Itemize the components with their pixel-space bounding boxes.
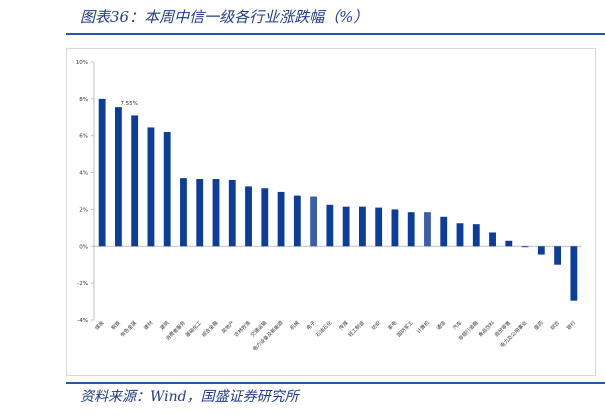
x-tick-label: 农林牧渔 bbox=[233, 319, 252, 338]
x-tick-label: 综合 bbox=[549, 319, 561, 331]
bar-25 bbox=[489, 232, 496, 247]
x-tick-label: 石油石化 bbox=[314, 319, 333, 338]
bar-4 bbox=[147, 127, 155, 247]
bar-6 bbox=[180, 178, 187, 247]
top-rule bbox=[66, 33, 605, 35]
bar-21 bbox=[424, 212, 431, 247]
x-tick-label: 电子 bbox=[305, 319, 317, 331]
data-label: 7.55% bbox=[120, 101, 137, 107]
y-tick-label: 6% bbox=[79, 134, 88, 140]
bar-9 bbox=[228, 179, 236, 247]
bar-18 bbox=[375, 207, 383, 247]
x-tick-label: 家电 bbox=[386, 319, 398, 331]
x-tick-label: 食品饮料 bbox=[477, 319, 496, 338]
x-tick-label: 综合金融 bbox=[200, 319, 219, 338]
bar-11 bbox=[261, 188, 269, 247]
y-tick-label: 0% bbox=[79, 244, 88, 250]
bar-20 bbox=[407, 212, 415, 247]
bar-28 bbox=[537, 246, 545, 255]
bar-27 bbox=[521, 246, 529, 248]
bar-26 bbox=[505, 240, 513, 247]
bar-3 bbox=[131, 115, 139, 247]
x-tick-label: 汽车 bbox=[451, 319, 463, 331]
bar-13 bbox=[293, 195, 301, 247]
x-tick-label: 机械 bbox=[289, 319, 301, 331]
bar-17 bbox=[358, 206, 366, 247]
x-tick-label: 房地产 bbox=[220, 319, 236, 335]
y-tick-label: 2% bbox=[79, 207, 88, 213]
bar-2 bbox=[114, 107, 122, 247]
bar-14 bbox=[310, 196, 318, 247]
bar-23 bbox=[456, 223, 464, 247]
x-tick-label: 银行 bbox=[565, 319, 577, 331]
bar-5 bbox=[163, 132, 171, 247]
x-tick-label: 建材 bbox=[142, 319, 154, 331]
x-tick-label: 国防军工 bbox=[396, 319, 415, 338]
y-tick-label: -4% bbox=[77, 318, 88, 324]
bar-1 bbox=[98, 98, 106, 247]
bottom-rule bbox=[66, 382, 605, 384]
bar-19 bbox=[391, 209, 399, 247]
x-tick-label: 钢铁 bbox=[110, 319, 122, 331]
x-tick-label: 纺织 bbox=[370, 319, 382, 331]
x-tick-label: 轻工制造 bbox=[347, 319, 366, 338]
x-tick-label: 煤炭 bbox=[94, 319, 106, 331]
chart-frame bbox=[66, 48, 596, 376]
bar-22 bbox=[440, 216, 448, 247]
x-tick-label: 传媒 bbox=[338, 319, 350, 331]
bar-10 bbox=[245, 186, 252, 247]
source-note: 资料来源：Wind，国盛证券研究所 bbox=[80, 389, 299, 405]
x-tick-label: 有色金属 bbox=[119, 319, 138, 338]
bar-7 bbox=[196, 179, 204, 247]
x-tick-label: 建筑 bbox=[159, 319, 171, 331]
bar-15 bbox=[326, 204, 334, 247]
x-tick-label: 计算机 bbox=[415, 319, 431, 335]
x-tick-label: 通信 bbox=[435, 319, 447, 331]
y-tick-label: 10% bbox=[76, 60, 88, 66]
x-tick-label: 基础化工 bbox=[184, 319, 203, 338]
x-tick-label: 医药 bbox=[533, 319, 545, 331]
bar-16 bbox=[342, 206, 350, 247]
bar-30 bbox=[570, 246, 578, 301]
chart-title: 图表36：本周中信一级各行业涨跌幅（%） bbox=[80, 8, 369, 26]
bar-8 bbox=[212, 179, 220, 247]
y-tick-label: 4% bbox=[79, 171, 88, 177]
bar-29 bbox=[554, 246, 562, 265]
y-tick-label: 8% bbox=[79, 97, 88, 103]
bar-12 bbox=[277, 191, 285, 247]
y-tick-label: -2% bbox=[77, 281, 88, 287]
bar-24 bbox=[472, 224, 480, 247]
